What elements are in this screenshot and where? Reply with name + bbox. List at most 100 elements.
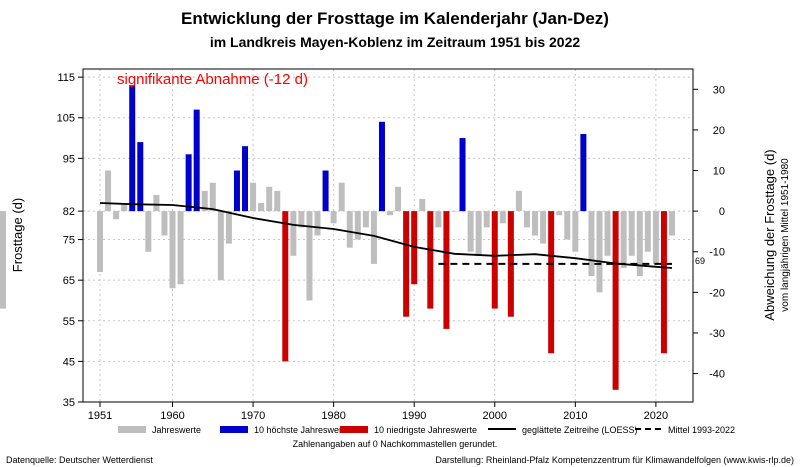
legend-label-loess: geglättete Zeitreihe (LOESS) xyxy=(522,425,638,435)
bar-1970 xyxy=(250,182,257,212)
bar-1986 xyxy=(378,121,385,212)
y-right-tick-label--20: -20 xyxy=(709,287,725,299)
x-tick-label-2020: 2020 xyxy=(644,410,668,422)
bar-2016 xyxy=(620,211,627,268)
bar-1980 xyxy=(330,211,337,224)
y-right-tick-label--40: -40 xyxy=(709,369,725,381)
bar-1960 xyxy=(169,211,176,289)
x-tick-label-1970: 1970 xyxy=(241,410,265,422)
bar-2021 xyxy=(660,211,667,354)
legend-note: Zahlenangaben auf 0 Nachkommastellen ger… xyxy=(293,439,498,449)
bar-2005 xyxy=(532,211,539,236)
bar-1979 xyxy=(322,170,329,212)
bar-1965 xyxy=(209,182,216,212)
bar-1966 xyxy=(217,211,224,281)
x-tick-label-1960: 1960 xyxy=(160,410,184,422)
bar-1998 xyxy=(475,211,482,256)
bar-2009 xyxy=(564,211,571,240)
y-left-tick-label-35: 35 xyxy=(63,397,75,409)
bar-1976 xyxy=(298,211,305,228)
y-left-tick-label-95: 95 xyxy=(63,153,75,165)
bar-2012 xyxy=(588,211,595,277)
legend-label-mittel: Mittel 1993-2022 xyxy=(668,425,735,435)
bar-1963 xyxy=(193,109,200,212)
bar-2017 xyxy=(628,211,635,256)
y-axis-label-right-1: Abweichung der Frosttage (d) xyxy=(762,149,777,320)
bar-2019 xyxy=(644,211,651,252)
legend-swatch-niedrigste xyxy=(340,426,368,433)
bar-2011 xyxy=(580,133,587,212)
annotation-text: signifikante Abnahme (-12 d) xyxy=(117,71,308,88)
bar-2013 xyxy=(596,211,603,293)
bar-1994 xyxy=(443,211,450,329)
bar-1951 xyxy=(97,211,103,273)
y-axis-label-left: Frosttage (d) xyxy=(10,198,25,272)
bar-2001 xyxy=(499,211,506,224)
bar-2004 xyxy=(523,211,530,228)
plot-frame xyxy=(82,68,694,403)
bar-1957 xyxy=(145,211,152,252)
bar-1982 xyxy=(346,211,353,248)
y-right-tick-label-0: 0 xyxy=(719,206,725,218)
x-tick-label-1980: 1980 xyxy=(321,410,345,422)
bars xyxy=(0,85,675,390)
bar-1995 xyxy=(451,211,458,212)
bar-2003 xyxy=(515,190,522,212)
legend: Jahreswerte 10 höchste Jahreswerte 10 ni… xyxy=(118,425,735,449)
bar-1962 xyxy=(185,154,192,212)
x-tick-label-1951: 1951 xyxy=(88,410,112,422)
bar-1999 xyxy=(483,211,490,228)
bar-2007 xyxy=(548,211,555,354)
bar-1953 xyxy=(113,211,120,220)
bar-1956 xyxy=(137,142,144,212)
footer-source: Datenquelle: Deutscher Wetterdienst xyxy=(6,455,153,465)
bar-2008 xyxy=(556,211,563,216)
bar-1981 xyxy=(338,182,345,212)
x-tick-label-2010: 2010 xyxy=(563,410,587,422)
bar-1985 xyxy=(370,211,377,264)
y-left-tick-label-45: 45 xyxy=(63,356,75,368)
bar-1967 xyxy=(225,211,232,244)
bar-1978 xyxy=(314,211,321,236)
legend-label-hoechste: 10 höchste Jahreswerte xyxy=(254,425,350,435)
bar-1975 xyxy=(290,211,297,256)
y-left-tick-label-75: 75 xyxy=(63,235,75,247)
bar-1989 xyxy=(403,211,410,317)
bar-1954 xyxy=(121,203,128,212)
bar-1964 xyxy=(201,190,208,212)
mean-label: 69 xyxy=(695,256,705,266)
y-right-tick-label-30: 30 xyxy=(713,84,725,96)
chart-title: Entwicklung der Frosttage im Kalenderjah… xyxy=(181,9,609,28)
legend-swatch-jahreswerte xyxy=(118,426,146,433)
y-left-tick-label-115: 115 xyxy=(57,72,75,84)
y-left-tick-label-105: 105 xyxy=(57,113,75,125)
bar-1959 xyxy=(161,211,168,236)
bar-1997 xyxy=(467,211,474,252)
bar-1984 xyxy=(362,211,369,228)
y-right-tick-label-10: 10 xyxy=(713,166,725,178)
bar-1955 xyxy=(129,85,136,212)
lines xyxy=(99,202,673,269)
bar-2006 xyxy=(540,211,547,244)
bar-2020 xyxy=(652,211,659,264)
x-tick-label-1990: 1990 xyxy=(402,410,426,422)
axes: 354555657582951051153020100-10-20-30-401… xyxy=(57,72,725,422)
bar-2018 xyxy=(636,211,643,277)
y-left-tick-label-65: 65 xyxy=(63,275,75,287)
legend-label-niedrigste: 10 niedrigste Jahreswerte xyxy=(374,425,477,435)
bar-1988 xyxy=(395,186,402,212)
bar-1958 xyxy=(153,194,160,212)
bar-1961 xyxy=(177,211,184,285)
bar-2022 xyxy=(669,211,675,236)
bar-1983 xyxy=(354,211,361,240)
x-tick-label-2000: 2000 xyxy=(483,410,507,422)
bar-1987 xyxy=(387,211,394,216)
bar-1992 xyxy=(427,211,434,309)
chart-subtitle: im Landkreis Mayen-Koblenz im Zeitraum 1… xyxy=(210,34,581,50)
bar-1977 xyxy=(306,211,313,301)
bar-2000 xyxy=(491,211,498,309)
y-left-tick-label-55: 55 xyxy=(63,316,75,328)
bar-1969 xyxy=(242,146,249,212)
bar-1972 xyxy=(266,186,273,212)
loess-line xyxy=(99,202,673,269)
